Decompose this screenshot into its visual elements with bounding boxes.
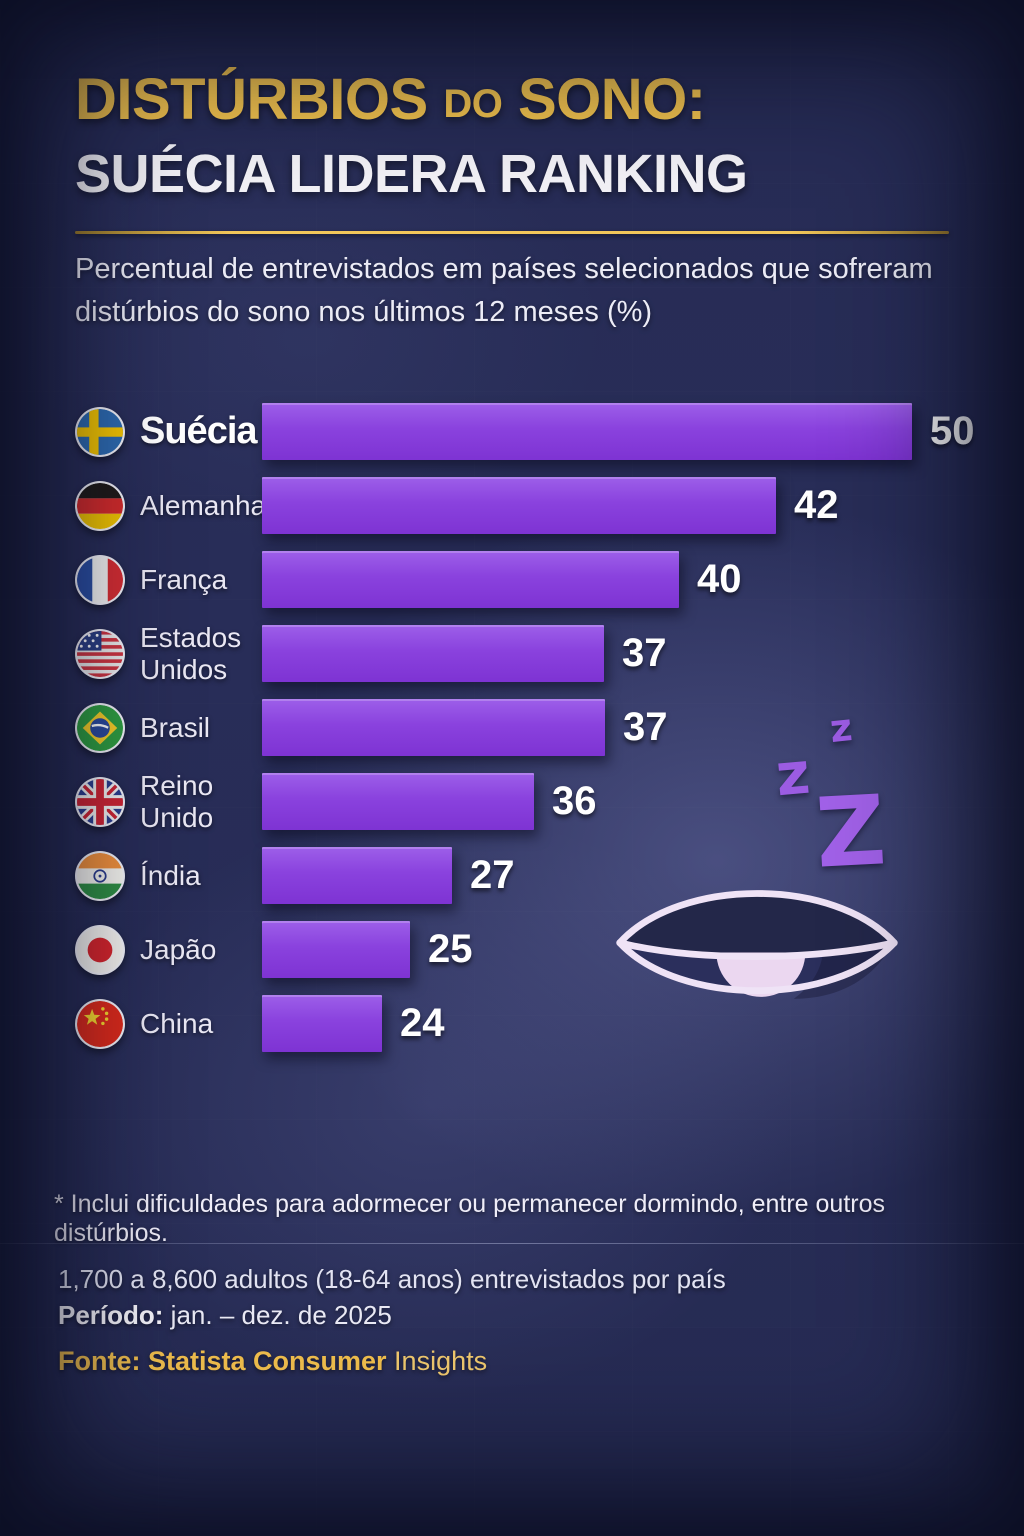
chart-row: França 40 xyxy=(75,551,975,608)
row-label-group: Índia xyxy=(75,850,262,901)
country-label: Alemanha xyxy=(140,489,267,521)
country-label: Brasil xyxy=(140,711,211,743)
chart-rows: Suécia 50 Alemanha 42 França 40 Estados … xyxy=(75,403,975,1052)
flag-uk-icon xyxy=(75,776,125,827)
row-label-group: Japão xyxy=(75,924,262,975)
bar-value-label: 37 xyxy=(623,705,668,749)
sleepy-eye-icon xyxy=(616,890,898,999)
bar xyxy=(262,921,410,978)
bar-value-label: 42 xyxy=(794,483,839,527)
chart-row: Reino Unido 36 xyxy=(75,770,975,833)
sample-size: 1,700 a 8,600 adultos (18-64 anos) entre… xyxy=(58,1264,726,1294)
chart-row: Suécia 50 xyxy=(75,403,975,460)
flag-brazil-icon xyxy=(75,702,125,753)
page-title-line2: SUÉCIA LIDERA RANKING xyxy=(75,144,748,204)
sleep-z-small-icon: z xyxy=(827,704,855,752)
footnote: * Inclui dificuldades para adormecer ou … xyxy=(54,1190,886,1247)
title-divider xyxy=(75,231,949,234)
country-label: Suécia xyxy=(140,410,258,453)
page-title-line1: DISTÚRBIOS DO SONO: xyxy=(75,66,965,133)
row-label-group: Brasil xyxy=(75,702,262,753)
chart-row: Alemanha 42 xyxy=(75,477,975,534)
row-label-group: China xyxy=(75,998,262,1049)
chart-row: Japão 25 xyxy=(75,921,975,978)
bar xyxy=(262,699,605,756)
row-label-group: Suécia xyxy=(75,406,262,457)
bar xyxy=(262,995,382,1052)
bar-value-label: 24 xyxy=(400,1001,445,1045)
bar-value-label: 36 xyxy=(552,779,597,823)
chart-row: Índia 27 xyxy=(75,847,975,904)
country-label: Reino Unido xyxy=(140,770,214,833)
bar xyxy=(262,847,452,904)
country-label: Estados Unidos xyxy=(140,622,242,685)
bar-value-label: 40 xyxy=(697,557,742,601)
title-word-sono: SONO: xyxy=(517,67,706,132)
flag-china-icon xyxy=(75,998,125,1049)
flag-usa-icon xyxy=(75,628,125,679)
source-suffix: Insights xyxy=(386,1346,488,1376)
period: Período: jan. – dez. de 2025 xyxy=(58,1300,392,1331)
bar xyxy=(262,477,776,534)
row-label-group: Estados Unidos xyxy=(75,622,262,685)
title-word-disturbios: DISTÚRBIOS xyxy=(75,67,428,132)
chart-subtitle: Percentual de entrevistados em países se… xyxy=(75,253,933,328)
source: Fonte: Statista Consumer Insights xyxy=(58,1346,487,1377)
country-label: Índia xyxy=(140,859,201,891)
country-label: China xyxy=(140,1007,214,1039)
bar-value-label: 37 xyxy=(622,631,667,675)
flag-japan-icon xyxy=(75,924,125,975)
chart-row: Brasil 37 xyxy=(75,699,975,756)
period-value: jan. – dez. de 2025 xyxy=(163,1300,392,1330)
row-label-group: França xyxy=(75,554,262,605)
chart-row: China 24 xyxy=(75,995,975,1052)
header: DISTÚRBIOS DO SONO: SUÉCIA LIDERA RANKIN… xyxy=(75,66,965,234)
bar-value-label: 50 xyxy=(930,409,975,453)
flag-france-icon xyxy=(75,554,125,605)
sleep-z-medium-icon: z xyxy=(773,738,813,810)
bar-value-label: 25 xyxy=(428,927,473,971)
bar-value-label: 27 xyxy=(470,853,515,897)
chart-row: Estados Unidos 37 xyxy=(75,622,975,685)
period-label: Período: xyxy=(58,1300,164,1330)
country-label: França xyxy=(140,563,228,595)
source-label: Fonte: Statista Consumer xyxy=(58,1346,387,1376)
country-label: Japão xyxy=(140,933,217,965)
bar xyxy=(262,551,679,608)
bar xyxy=(262,625,604,682)
flag-sweden-icon xyxy=(75,406,125,457)
sleep-z-large-icon: Z xyxy=(813,774,889,890)
bar xyxy=(262,773,534,830)
row-label-group: Reino Unido xyxy=(75,770,262,833)
title-word-do: DO xyxy=(443,82,503,126)
flag-india-icon xyxy=(75,850,125,901)
row-label-group: Alemanha xyxy=(75,480,266,531)
bar xyxy=(262,403,912,460)
footer-divider xyxy=(0,1243,1024,1244)
flag-germany-icon xyxy=(75,480,125,531)
